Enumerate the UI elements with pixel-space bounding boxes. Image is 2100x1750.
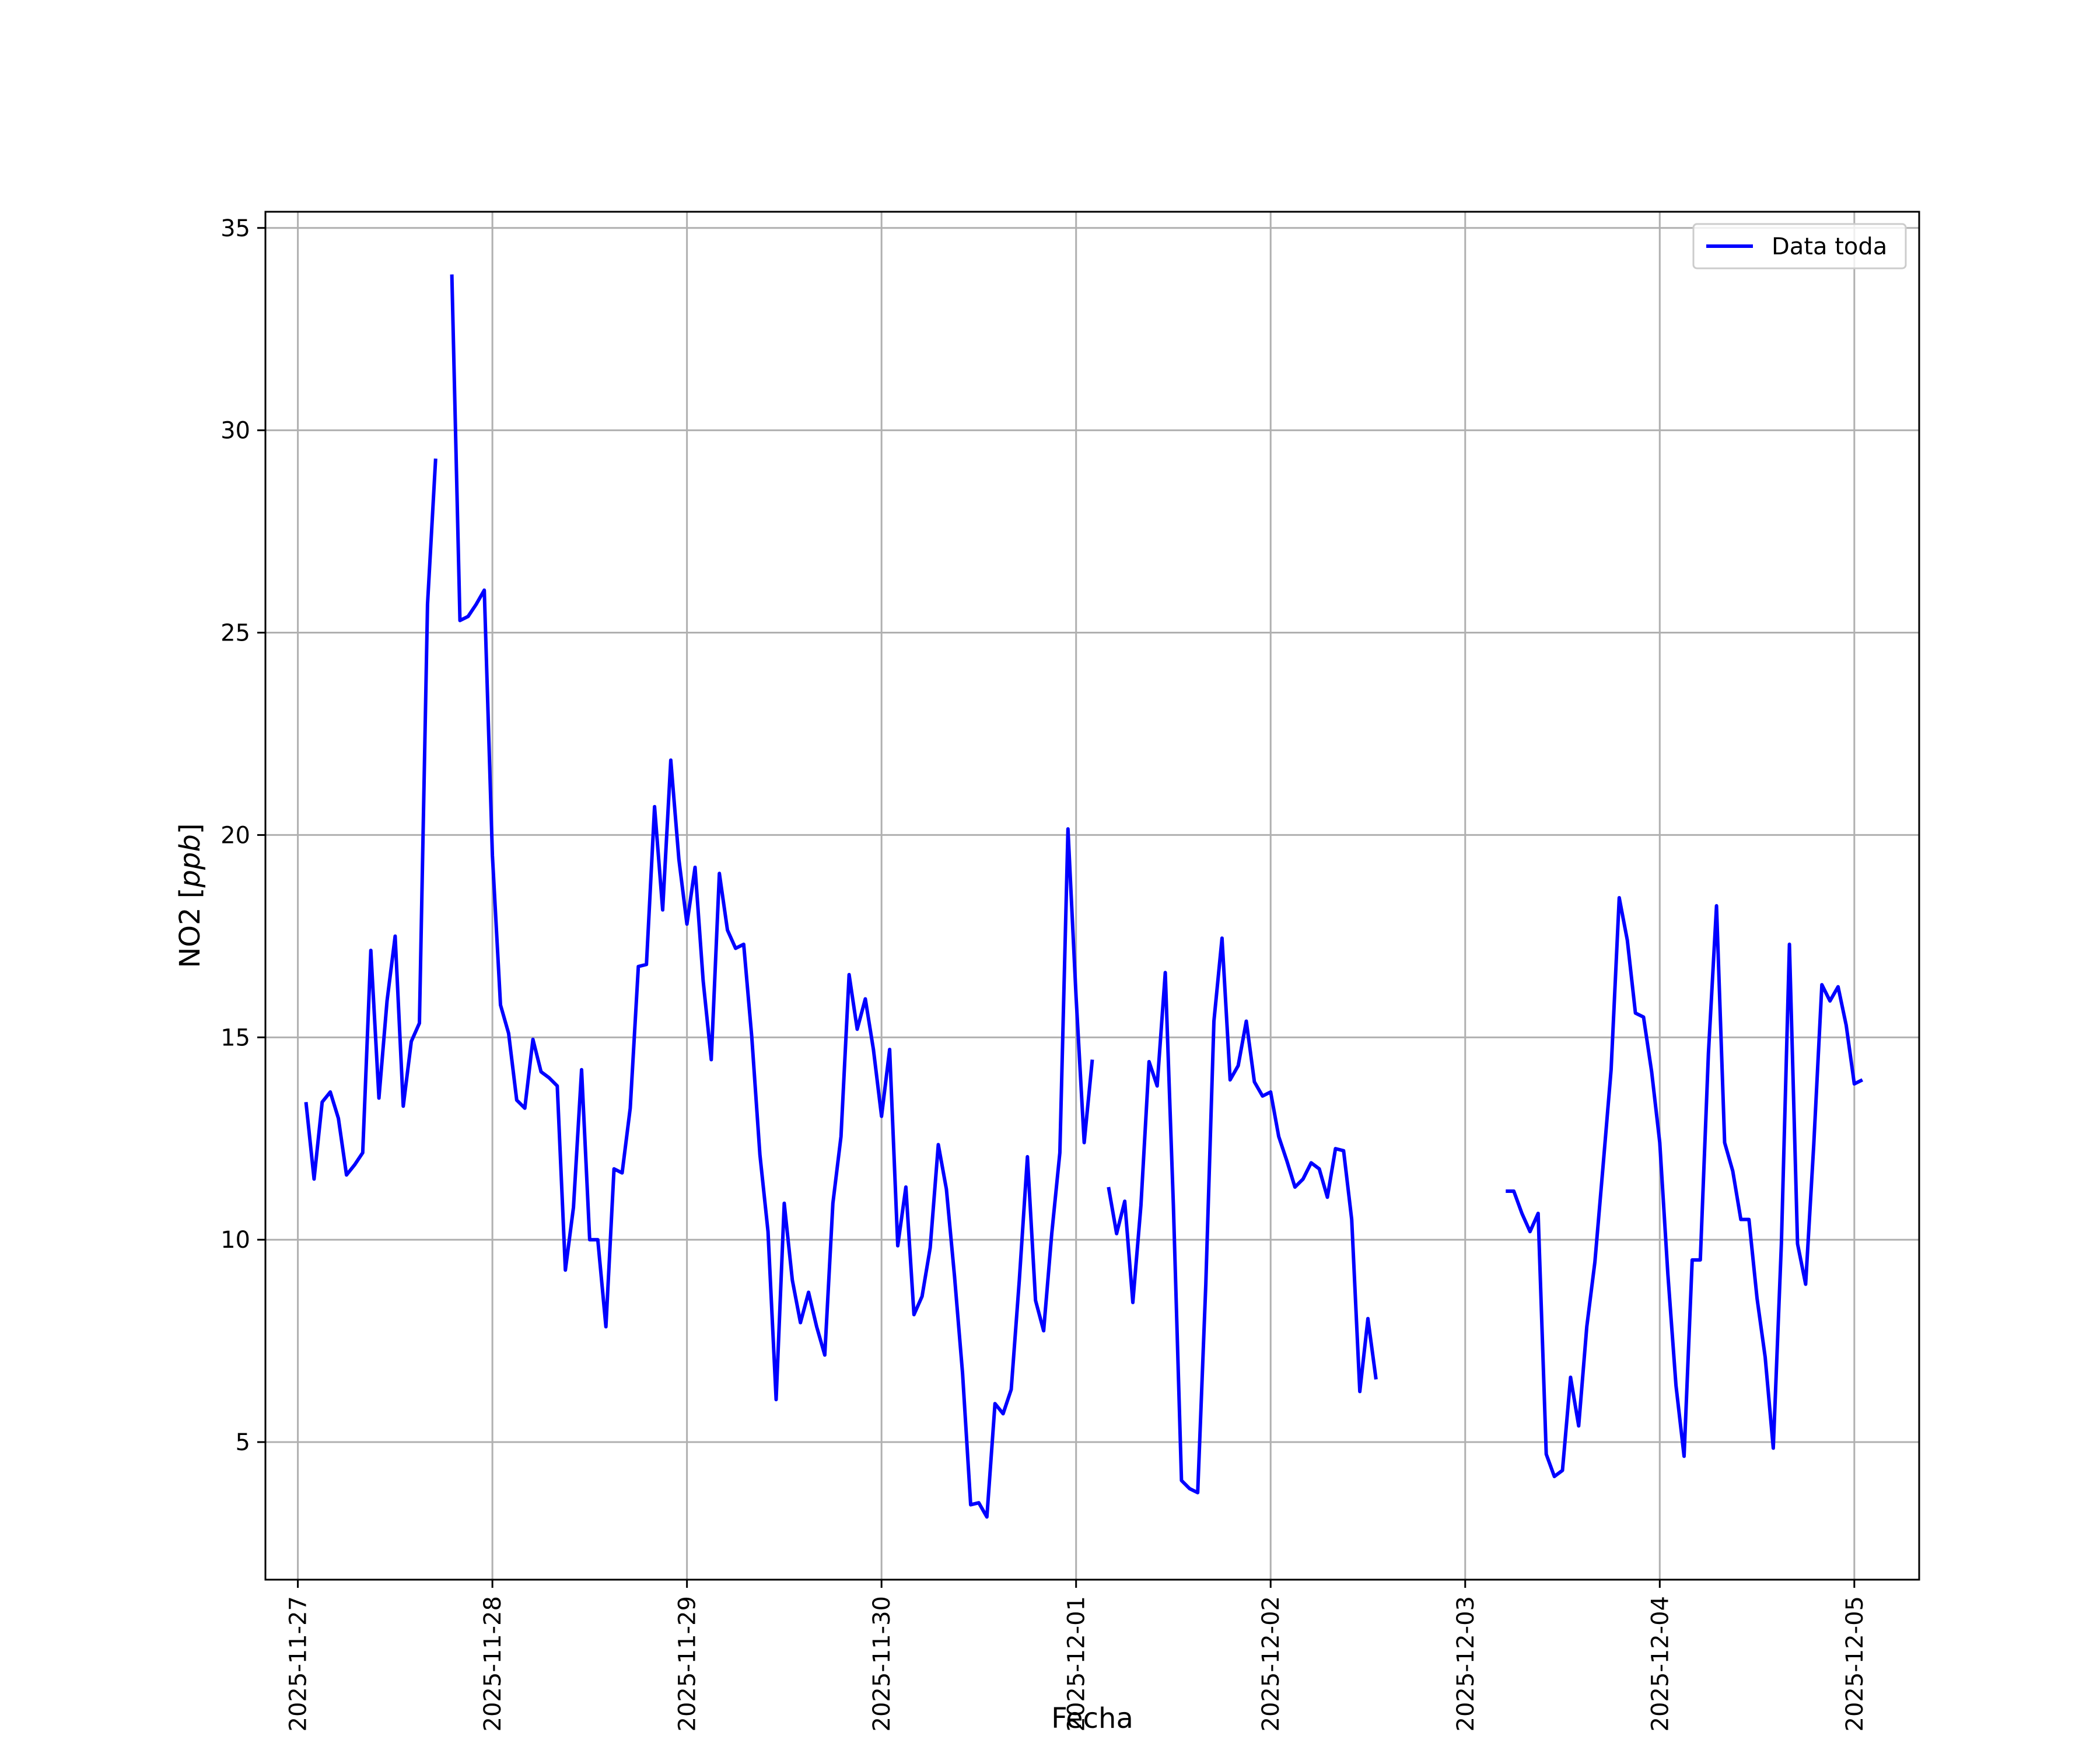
- x-tick-label: 2025-11-28: [480, 1596, 506, 1731]
- grid: [265, 212, 1919, 1580]
- x-tick-label: 2025-11-27: [285, 1596, 312, 1731]
- plot-frame: [264, 211, 1920, 1581]
- x-axis-label: Fecha: [1051, 1702, 1133, 1735]
- x-tick-label: 2025-12-01: [1063, 1596, 1090, 1731]
- y-axis: 5 10 15 20 25 30 35: [220, 215, 265, 1456]
- y-axis-label-prefix: NO2 [: [174, 887, 206, 968]
- y-tick-label: 10: [220, 1227, 250, 1254]
- x-tick-label: 2025-11-30: [869, 1596, 895, 1731]
- legend: Data toda: [1692, 223, 1907, 270]
- x-tick-label: 2025-12-02: [1258, 1596, 1284, 1731]
- y-tick-label: 5: [236, 1429, 250, 1456]
- y-tick-label: 15: [220, 1024, 250, 1051]
- y-tick-label: 30: [220, 418, 250, 444]
- y-tick-label: 20: [220, 822, 250, 849]
- y-axis-label-suffix: ]: [174, 823, 206, 834]
- legend-label-data-toda: Data toda: [1772, 233, 1887, 260]
- y-axis-label: NO2 [ppb]: [174, 823, 206, 968]
- y-tick-label: 35: [220, 215, 250, 242]
- series-layer: [304, 274, 1864, 1519]
- y-tick-label: 25: [220, 620, 250, 647]
- legend-box: [1692, 223, 1907, 270]
- x-tick-label: 2025-12-03: [1452, 1596, 1479, 1731]
- x-tick-label: 2025-11-29: [674, 1596, 701, 1731]
- y-axis-label-unit: ppb: [174, 834, 206, 888]
- x-tick-label: 2025-12-05: [1842, 1596, 1868, 1731]
- x-tick-label: 2025-12-04: [1647, 1596, 1674, 1731]
- series-line-data-toda: [304, 274, 1864, 1519]
- x-axis: 2025-11-27 2025-11-28 2025-11-29 2025-11-30…: [285, 1580, 1868, 1731]
